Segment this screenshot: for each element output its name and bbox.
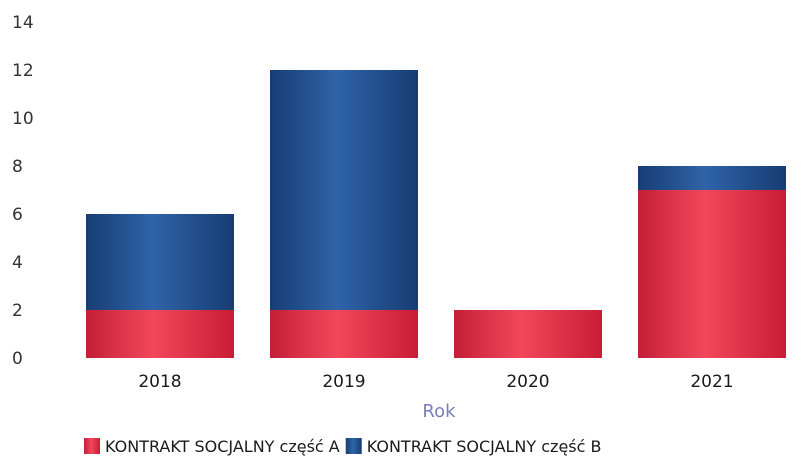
- bars-group: [86, 70, 786, 358]
- x-axis: 2018 2019 2020 2021: [138, 372, 733, 392]
- bar-segment-2018-czesc-b: [86, 214, 234, 310]
- legend-label-czesc-a: KONTRAKT SOCJALNY część A: [105, 437, 340, 456]
- bar-segment-2019-czesc-a: [270, 310, 418, 358]
- y-tick-label: 0: [12, 349, 23, 369]
- y-tick-label: 10: [12, 109, 34, 129]
- bar-segment-2021-czesc-a: [638, 190, 786, 358]
- x-axis-title: Rok: [422, 401, 456, 422]
- bar-segment-2021-czesc-b: [638, 166, 786, 190]
- x-tick-label: 2021: [690, 372, 733, 392]
- legend-swatch-czesc-b: [345, 438, 362, 454]
- y-tick-label: 14: [12, 13, 34, 33]
- y-tick-label: 6: [12, 205, 23, 225]
- y-tick-label: 4: [12, 253, 23, 273]
- bar-segment-2018-czesc-a: [86, 310, 234, 358]
- y-axis: 0 2 4 6 8 10 12 14: [12, 13, 34, 369]
- x-tick-label: 2019: [322, 372, 365, 392]
- x-tick-label: 2018: [138, 372, 181, 392]
- bar-segment-2019-czesc-b: [270, 70, 418, 310]
- bar-segment-2020-czesc-a: [454, 310, 602, 358]
- y-tick-label: 2: [12, 301, 23, 321]
- legend-swatch-czesc-a: [84, 438, 100, 454]
- legend-label-czesc-b: KONTRAKT SOCJALNY część B: [367, 437, 602, 456]
- y-tick-label: 12: [12, 61, 34, 81]
- x-tick-label: 2020: [506, 372, 549, 392]
- y-tick-label: 8: [12, 157, 23, 177]
- legend: KONTRAKT SOCJALNY część A KONTRAKT SOCJAL…: [84, 437, 602, 456]
